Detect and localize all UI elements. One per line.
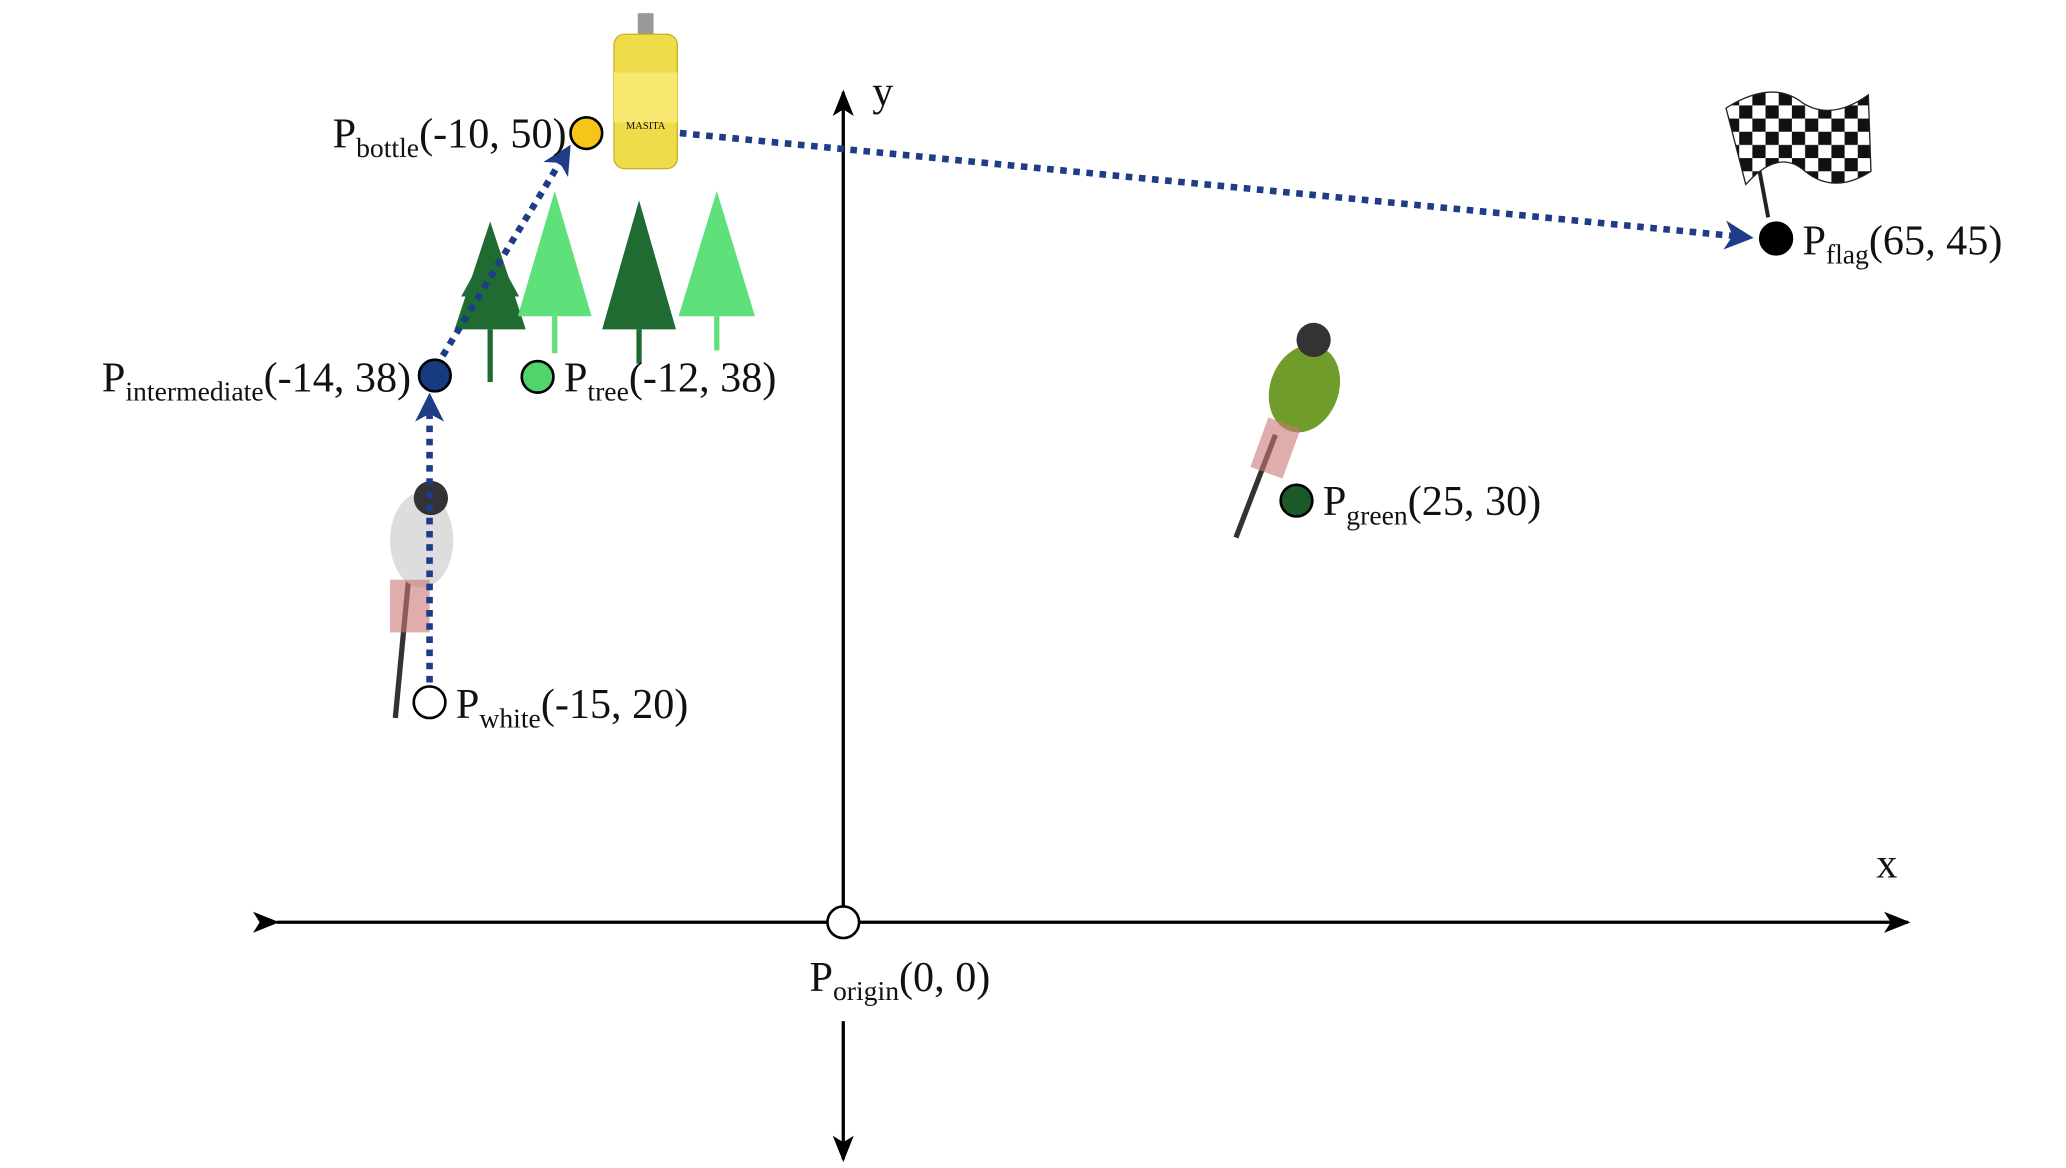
cyclist-white <box>390 481 453 718</box>
point-label: Pgreen(25, 30) <box>1323 478 1541 530</box>
point <box>419 360 451 392</box>
label-coords: (-14, 38) <box>264 354 412 401</box>
point <box>1281 485 1313 517</box>
point <box>827 906 859 938</box>
point-label: Porigin(0, 0) <box>810 954 991 1006</box>
y-axis-label: y <box>872 68 893 115</box>
label-name: P <box>1802 217 1825 264</box>
label-sub: white <box>479 702 540 733</box>
label-name: P <box>456 681 479 728</box>
label-name: P <box>1323 478 1346 525</box>
label-name: P <box>564 354 587 401</box>
tree-dark <box>455 221 526 382</box>
point-label: Pwhite(-15, 20) <box>456 681 688 733</box>
label-sub: origin <box>833 975 899 1006</box>
tree-dark <box>602 200 676 363</box>
label-coords: (-10, 50) <box>419 111 567 158</box>
label-sub: flag <box>1826 239 1869 270</box>
label-sub: bottle <box>356 132 419 163</box>
point <box>1760 223 1792 255</box>
label-coords: (-12, 38) <box>629 354 777 401</box>
label-coords: (0, 0) <box>899 954 990 1001</box>
flag <box>1726 92 1871 217</box>
tree-light <box>679 191 755 350</box>
point-labels: Pbottle(-10, 50)Pintermediate(-14, 38)Pt… <box>102 111 2002 1006</box>
label-name: P <box>333 111 356 158</box>
path-arrow <box>680 133 1746 237</box>
label-name: P <box>102 354 125 401</box>
label-sub: green <box>1346 499 1408 530</box>
label-coords: (65, 45) <box>1869 217 2002 264</box>
label-name: P <box>810 954 833 1001</box>
label-sub: tree <box>587 376 628 407</box>
point-label: Ptree(-12, 38) <box>564 354 776 406</box>
point <box>414 686 446 718</box>
label-sub: intermediate <box>125 376 263 407</box>
point-label: Pflag(65, 45) <box>1802 217 2002 269</box>
label-coords: (25, 30) <box>1408 478 1541 525</box>
page: {"axes": {"x": "x", "y": "y"}, "points":… <box>0 0 2066 1168</box>
label-coords: (-15, 20) <box>541 681 689 728</box>
bottle: MASITA <box>614 13 677 168</box>
svg-text:MASITA: MASITA <box>626 121 666 132</box>
point <box>571 117 603 149</box>
point <box>522 361 554 393</box>
tree-light <box>518 191 592 353</box>
point-label: Pintermediate(-14, 38) <box>102 354 411 406</box>
diagram: x y MASITA Pbottl <box>0 0 2066 1168</box>
point-label: Pbottle(-10, 50) <box>333 111 567 163</box>
x-axis-label: x <box>1876 840 1897 887</box>
